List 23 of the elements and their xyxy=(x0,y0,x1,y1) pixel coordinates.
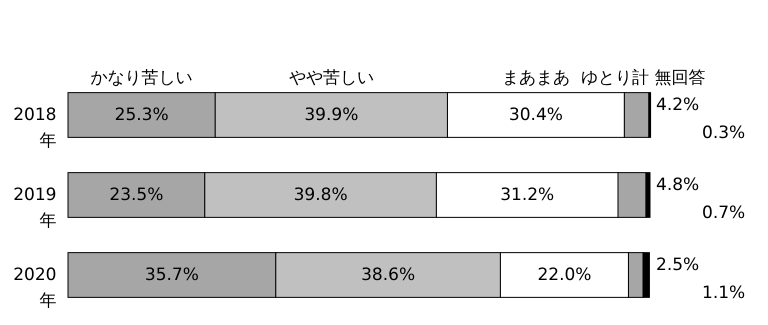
data-label: 22.0% xyxy=(537,265,592,285)
data-label: 1.1% xyxy=(702,283,746,303)
data-label: 4.2% xyxy=(656,95,700,115)
data-label: 38.6% xyxy=(361,265,416,285)
data-label: 0.3% xyxy=(702,123,746,143)
series-label: ゆとり計 xyxy=(580,68,649,88)
series-label: 無回答 xyxy=(654,68,706,88)
series-label: かなり苦しい xyxy=(90,68,193,88)
series-label: まあまあ xyxy=(502,68,570,88)
data-label: 25.3% xyxy=(114,105,169,125)
data-label: 35.7% xyxy=(144,265,199,285)
data-label: 4.8% xyxy=(656,175,700,195)
data-label: 0.7% xyxy=(702,203,746,223)
series-label: やや苦しい xyxy=(288,68,374,88)
data-label: 23.5% xyxy=(109,185,164,205)
data-label: 30.4% xyxy=(508,105,563,125)
y-tick-label: 2018 年 xyxy=(13,105,56,151)
data-label: 39.8% xyxy=(294,185,348,205)
data-label: 31.2% xyxy=(500,185,554,205)
data-label: 39.9% xyxy=(304,105,358,125)
data-label: 2.5% xyxy=(656,255,700,275)
y-tick-label: 2019 年 xyxy=(13,185,56,231)
y-tick-label: 2020 年 xyxy=(13,265,56,311)
